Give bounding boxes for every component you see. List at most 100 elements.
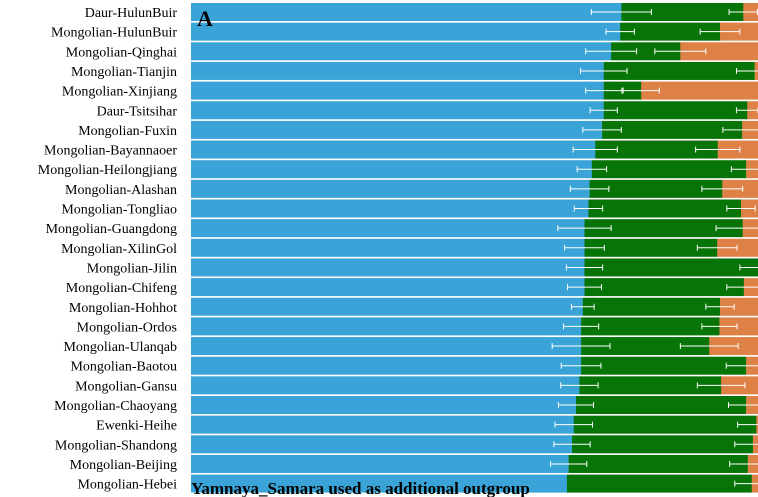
population-label: Mongolian-Fuxin <box>78 124 177 139</box>
bar-segment-2 <box>603 101 748 120</box>
bar-segment-1 <box>191 337 582 356</box>
bars-group <box>191 3 758 493</box>
error-bar-1 <box>566 284 603 291</box>
bar-segment-1 <box>191 356 582 375</box>
bar-segment-1 <box>191 415 575 434</box>
bar-segment-1 <box>191 238 585 257</box>
panel-label: A <box>197 6 213 31</box>
error-bar-2 <box>679 343 739 350</box>
bar-segment-3 <box>717 238 758 257</box>
bar-segment-1 <box>191 3 622 21</box>
population-label: Mongolian-Hebei <box>77 478 177 493</box>
error-bar-2 <box>735 67 758 74</box>
bar-segment-3 <box>719 317 758 336</box>
error-bar-2 <box>739 264 758 271</box>
error-bar-2 <box>730 166 758 173</box>
bar-segment-3 <box>720 297 758 316</box>
bar-segment-3 <box>641 81 758 100</box>
error-bar-2 <box>701 323 738 330</box>
bar-segment-2 <box>584 278 745 297</box>
population-label: Mongolian-Guangdong <box>46 222 177 237</box>
error-bar-1 <box>570 303 595 310</box>
error-bar-2 <box>654 48 707 55</box>
error-bar-1 <box>589 107 618 114</box>
population-label: Mongolian-Chifeng <box>66 281 177 296</box>
bar-segment-2 <box>603 61 755 80</box>
error-bar-1 <box>585 87 623 94</box>
error-bar-2 <box>725 362 758 369</box>
bar-segment-2 <box>581 317 720 336</box>
bar-segment-2 <box>584 219 743 238</box>
population-label: Mongolian-Gansu <box>75 379 177 394</box>
error-bar-1 <box>564 244 605 251</box>
bar-segment-1 <box>191 219 585 238</box>
bar-segment-2 <box>588 199 742 218</box>
error-bar-2 <box>696 244 738 251</box>
bar-segment-2 <box>579 376 722 395</box>
error-bar-1 <box>572 146 618 153</box>
error-bars-group <box>549 9 758 487</box>
population-label: Mongolian-HulunBuir <box>51 26 177 41</box>
error-bar-2 <box>705 303 735 310</box>
bar-segment-2 <box>582 297 721 316</box>
error-bar-2 <box>726 284 758 291</box>
population-label: Ewenki-Heihe <box>96 419 177 434</box>
bar-segment-1 <box>191 42 612 61</box>
population-label: Mongolian-Baotou <box>70 360 177 375</box>
bar-segment-1 <box>191 278 585 297</box>
bar-segment-1 <box>191 297 584 316</box>
error-bar-1 <box>560 362 602 369</box>
error-bar-1 <box>549 460 588 467</box>
bar-segment-1 <box>191 435 573 454</box>
bar-segment-1 <box>191 61 605 80</box>
bar-segment-2 <box>575 396 747 414</box>
population-label: Daur-Tsitsihar <box>97 104 178 119</box>
bar-segment-2 <box>589 179 723 198</box>
population-label: Mongolian-Ulanqab <box>63 340 177 355</box>
bar-segment-2 <box>581 356 747 375</box>
bar-segment-1 <box>191 199 589 218</box>
bar-segment-1 <box>191 101 605 120</box>
error-bar-2 <box>699 28 741 35</box>
bar-segment-1 <box>191 317 582 336</box>
error-bar-2 <box>622 87 660 94</box>
population-label: Mongolian-Chaoyang <box>54 399 177 414</box>
population-label: Mongolian-Tongliao <box>61 203 177 218</box>
error-bar-1 <box>585 48 638 55</box>
bar-segment-2 <box>568 454 749 473</box>
error-bar-1 <box>573 205 604 212</box>
error-bar-1 <box>576 166 608 173</box>
population-label: Mongolian-Shandong <box>55 438 177 453</box>
error-bar-1 <box>580 67 628 74</box>
bar-segment-2 <box>584 238 718 257</box>
error-bar-1 <box>582 126 622 133</box>
annotation-text: Yamnaya_Samara used as additional outgro… <box>191 479 530 497</box>
error-bar-1 <box>563 323 600 330</box>
error-bar-1 <box>553 441 591 448</box>
population-label: Mongolian-Beijing <box>70 458 177 473</box>
error-bar-2 <box>701 185 744 192</box>
bar-segment-1 <box>191 179 590 198</box>
bar-segment-1 <box>191 474 568 493</box>
population-label: Mongolian-Hohhot <box>69 301 177 316</box>
bar-segment-1 <box>191 160 593 179</box>
population-label: Mongolian-Xinjiang <box>62 85 177 100</box>
error-bar-2 <box>734 441 758 448</box>
bar-segment-2 <box>621 3 744 21</box>
bar-segment-3 <box>680 42 758 61</box>
population-label: Mongolian-Bayannaoer <box>44 144 177 159</box>
population-label: Mongolian-Heilongjiang <box>38 163 177 178</box>
bar-segment-2 <box>591 160 747 179</box>
error-bar-2 <box>734 480 758 487</box>
error-bar-2 <box>737 421 758 428</box>
bar-segment-2 <box>584 258 758 277</box>
error-bar-1 <box>605 28 635 35</box>
population-label: Mongolian-Jilin <box>87 261 177 276</box>
bar-segment-2 <box>620 22 721 41</box>
population-labels: Daur-HulunBuir Mongolian-HulunBuir Mongoli… <box>38 6 178 493</box>
population-label: Mongolian-Qinghai <box>66 45 177 60</box>
bar-segment-1 <box>191 376 580 395</box>
population-label: Mongolian-XilinGol <box>61 242 177 257</box>
bar-segment-2 <box>573 415 757 434</box>
